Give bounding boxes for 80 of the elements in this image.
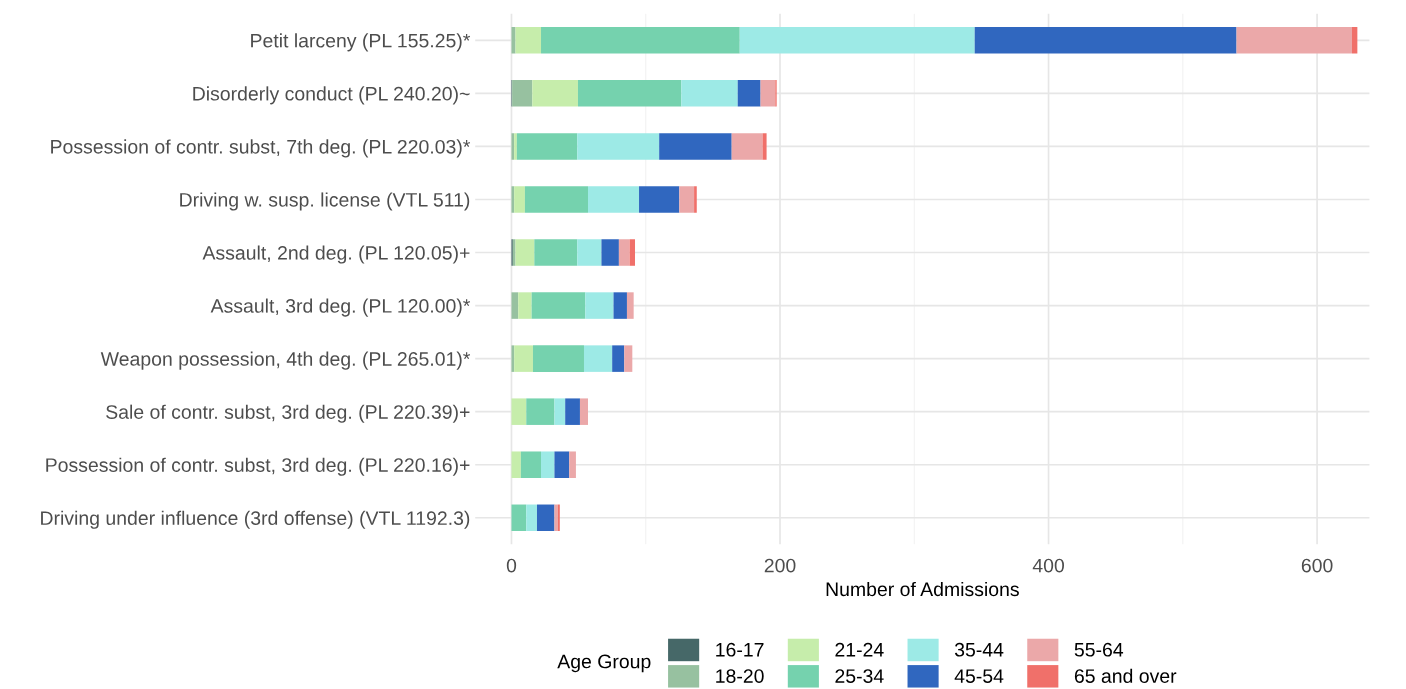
legend-label: 21-24 bbox=[835, 642, 884, 657]
bar bbox=[588, 186, 640, 213]
bar bbox=[624, 345, 633, 372]
x-tick-label: 200 bbox=[764, 558, 796, 573]
bar bbox=[512, 80, 533, 107]
y-tick-label: Disorderly conduct (PL 240.20)~ bbox=[193, 86, 470, 105]
y-tick-label: Driving under influence (3rd offense) (VTL 1192.3) bbox=[41, 510, 470, 529]
bar bbox=[681, 80, 738, 107]
bar bbox=[579, 398, 589, 425]
bar bbox=[554, 451, 570, 478]
bar bbox=[541, 27, 740, 54]
bar bbox=[534, 239, 578, 266]
bar bbox=[516, 133, 578, 160]
y-tick-label: Assault, 3rd deg. (PL 120.00)* bbox=[210, 298, 471, 317]
bar bbox=[974, 27, 1237, 54]
y-tick-label: Weapon possession, 4th deg. (PL 265.01)* bbox=[100, 351, 471, 370]
bar bbox=[577, 239, 602, 266]
bar bbox=[583, 345, 613, 372]
legend-label: 45-54 bbox=[954, 669, 1004, 683]
bar bbox=[511, 398, 527, 425]
legend-label: 18-20 bbox=[716, 669, 764, 683]
legend-label: 35-44 bbox=[954, 642, 1004, 657]
bar bbox=[739, 27, 975, 54]
bar bbox=[511, 451, 521, 478]
bar bbox=[1351, 27, 1358, 54]
bar bbox=[526, 398, 555, 425]
bar bbox=[585, 292, 614, 319]
y-tick-label: Driving w. susp. license (VTL 511) bbox=[180, 192, 470, 211]
x-axis-title: Number of Admissions bbox=[826, 581, 1019, 597]
bar bbox=[541, 451, 555, 478]
y-tick-label: Possession of contr. subst, 7th deg. (PL 220.03)* bbox=[51, 139, 471, 158]
bar bbox=[731, 133, 763, 160]
bar bbox=[515, 239, 535, 266]
y-tick-label: Assault, 2nd deg. (PL 120.05)+ bbox=[202, 245, 470, 264]
bar bbox=[515, 27, 542, 54]
x-tick-label: 400 bbox=[1032, 558, 1065, 573]
bar bbox=[518, 292, 532, 319]
x-tick-label: 600 bbox=[1301, 558, 1333, 573]
bar bbox=[762, 133, 767, 160]
bar bbox=[639, 186, 680, 213]
bar bbox=[511, 292, 519, 319]
bar bbox=[514, 186, 525, 213]
y-tick-label: Possession of contr. subst, 3rd deg. (PL 220.16)+ bbox=[46, 457, 470, 476]
bar bbox=[569, 451, 576, 478]
bar bbox=[629, 239, 636, 266]
bar bbox=[532, 345, 584, 372]
bar bbox=[760, 80, 776, 107]
bar bbox=[531, 292, 586, 319]
legend-title: Age Group bbox=[557, 654, 651, 673]
bar bbox=[612, 345, 625, 372]
bar bbox=[514, 345, 533, 372]
bar bbox=[618, 239, 630, 266]
bar bbox=[524, 186, 589, 213]
bar bbox=[526, 504, 537, 532]
legend-label: 16-17 bbox=[716, 642, 764, 657]
bar bbox=[536, 504, 555, 532]
x-tick-label: 0 bbox=[506, 558, 517, 573]
bar bbox=[577, 133, 660, 160]
bar bbox=[694, 186, 697, 213]
bar bbox=[1236, 27, 1352, 54]
bar bbox=[577, 80, 682, 107]
bar bbox=[613, 292, 627, 319]
bar bbox=[565, 398, 580, 425]
bar bbox=[532, 80, 578, 107]
legend-label: 65 and over bbox=[1074, 668, 1177, 683]
bar bbox=[601, 239, 619, 266]
legend-label: 25-34 bbox=[835, 669, 884, 683]
bar bbox=[554, 398, 566, 425]
bar bbox=[511, 345, 515, 372]
bar bbox=[511, 27, 516, 54]
bar bbox=[679, 186, 695, 213]
bar bbox=[511, 186, 515, 213]
y-tick-label: Petit larceny (PL 155.25)* bbox=[251, 33, 471, 52]
bar bbox=[511, 504, 527, 532]
bar bbox=[659, 133, 732, 160]
bar bbox=[737, 80, 761, 107]
legend-label: 55-64 bbox=[1074, 642, 1124, 657]
y-tick-label: Sale of contr. subst, 3rd deg. (PL 220.39)+ bbox=[106, 404, 470, 423]
bar bbox=[626, 292, 634, 319]
bar bbox=[520, 451, 542, 478]
